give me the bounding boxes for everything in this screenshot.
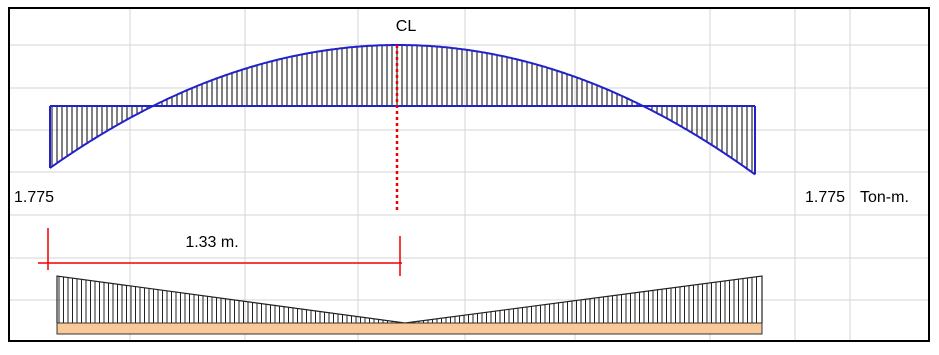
right-moment-label: 1.775 [805, 189, 845, 206]
moment-diagram [49, 44, 756, 176]
dimension-label: 1.33 m. [185, 234, 238, 251]
moment-curve [49, 44, 756, 176]
left-moment-label: 1.775 [14, 189, 54, 206]
dimension: 1.33 m. [38, 228, 402, 276]
spreadsheet-grid [9, 8, 929, 341]
frame [8, 7, 930, 342]
centerline-label: CL [396, 18, 417, 35]
beam [56, 322, 763, 335]
moment-unit: Ton-m. [860, 189, 909, 206]
